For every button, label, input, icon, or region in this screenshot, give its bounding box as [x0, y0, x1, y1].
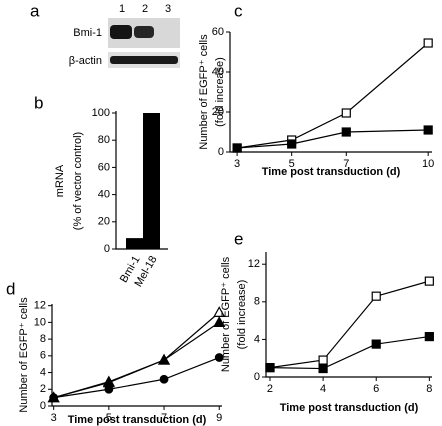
panel-label: c	[234, 1, 243, 20]
marker	[318, 363, 328, 374]
series-line	[269, 280, 430, 369]
y-tick-label: 0	[254, 371, 260, 383]
marker	[424, 276, 434, 286]
marker	[159, 374, 169, 384]
blot-panel: a 1 2 3 Bmi-1 β-actin	[30, 1, 180, 68]
marker	[104, 384, 114, 394]
blot-band	[134, 26, 154, 38]
marker	[341, 108, 351, 118]
series-line	[237, 42, 429, 149]
x-tick-label: 2	[267, 383, 273, 395]
y-tick-label: 0	[218, 146, 224, 158]
y-tick-label: 20	[212, 106, 224, 118]
series-line	[53, 356, 220, 399]
y-tick-label: 4	[40, 366, 46, 378]
marker	[341, 127, 351, 137]
y-tick-label: 8	[40, 333, 46, 345]
y-axis-label: Number of EGFP⁺ cells	[18, 297, 30, 413]
x-tick-label: 3	[234, 158, 240, 170]
row-label: β-actin	[69, 55, 102, 67]
x-tick-label: 4	[320, 383, 326, 395]
x-tick-label: 10	[422, 158, 434, 170]
y-tick-label: 10	[34, 316, 46, 328]
marker	[423, 125, 433, 135]
series-line	[269, 335, 430, 370]
panel-label: e	[234, 229, 243, 248]
panel-label: b	[34, 93, 43, 112]
x-axis-label: Time post transduction (d)	[68, 414, 207, 426]
blot-band	[110, 25, 132, 39]
lane-label: 3	[165, 3, 171, 15]
row-label: Bmi-1	[73, 27, 102, 39]
x-tick-label: 9	[216, 412, 222, 424]
marker	[214, 353, 224, 362]
bar	[143, 113, 160, 249]
axis	[115, 111, 168, 250]
x-tick-label: 6	[373, 383, 379, 395]
y-tick-label: 60	[98, 161, 110, 173]
lane-label: 2	[142, 3, 148, 15]
y-tick-label: 20	[98, 216, 110, 228]
x-tick-label: 8	[426, 383, 432, 395]
marker	[49, 393, 59, 403]
marker	[287, 139, 297, 149]
panel-label: a	[30, 1, 40, 20]
y-axis-label: (% of vector control)	[72, 132, 84, 230]
y-tick-label: 12	[34, 300, 46, 312]
y-tick-label: 2	[40, 383, 46, 395]
y-tick-label: 40	[98, 189, 110, 201]
marker	[371, 291, 381, 301]
marker	[232, 143, 242, 153]
marker	[213, 316, 226, 327]
axis	[265, 252, 432, 378]
y-tick-label: 80	[98, 134, 110, 146]
y-tick-label: 0	[104, 243, 110, 255]
lane-label: 1	[119, 3, 125, 15]
y-tick-label: 12	[248, 258, 260, 270]
y-axis-label: Number of EGFP⁺ cells	[220, 256, 232, 372]
x-tick-label: 5	[106, 412, 112, 424]
axis	[229, 32, 432, 153]
y-tick-label: 40	[212, 66, 224, 78]
series-line	[53, 321, 220, 399]
y-axis-label: (fold increase)	[214, 57, 226, 127]
panel-label: d	[6, 279, 15, 298]
marker	[318, 355, 328, 365]
x-tick-label: 7	[161, 412, 167, 424]
y-tick-label: 8	[254, 296, 260, 308]
y-tick-label: 0	[40, 400, 46, 412]
marker	[158, 353, 171, 365]
x-tick-label: 3	[51, 412, 57, 424]
marker	[371, 339, 381, 349]
x-tick-label: 7	[343, 158, 349, 170]
marker	[424, 331, 434, 342]
y-tick-label: 6	[40, 350, 46, 362]
x-tick-label: 5	[289, 158, 295, 170]
x-axis-label: Time post transduction (d)	[262, 166, 401, 178]
y-axis-label: mRNA	[54, 164, 66, 197]
x-axis-label: Time post transduction (d)	[280, 402, 419, 414]
series-line	[237, 129, 429, 149]
marker	[423, 38, 433, 48]
bar	[126, 238, 143, 249]
y-tick-label: 4	[254, 333, 260, 345]
y-axis-label: Number of EGFP⁺ cells	[198, 34, 210, 150]
y-axis-label: (fold increase)	[236, 280, 248, 350]
y-tick-label: 100	[92, 107, 110, 119]
y-tick-label: 60	[212, 26, 224, 38]
marker	[265, 363, 275, 373]
blot-band	[110, 56, 178, 64]
